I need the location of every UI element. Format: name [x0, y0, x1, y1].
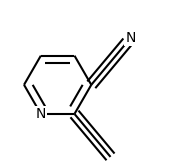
- Text: N: N: [125, 31, 136, 45]
- Text: N: N: [36, 107, 46, 121]
